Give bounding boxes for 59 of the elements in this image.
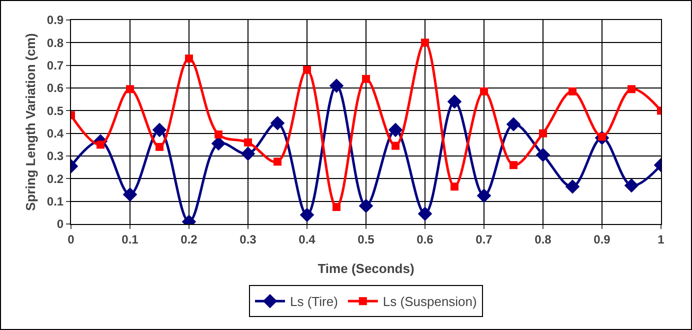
point xyxy=(388,122,403,138)
point xyxy=(447,94,462,109)
y-tick-label: 0.6 xyxy=(46,81,64,96)
point xyxy=(480,87,488,96)
point xyxy=(421,38,429,47)
point xyxy=(244,138,252,146)
point xyxy=(450,182,458,191)
y-tick-label: 0.3 xyxy=(46,149,64,164)
point xyxy=(185,54,193,63)
point xyxy=(392,142,400,150)
legend-label: Ls (Suspension) xyxy=(382,294,477,310)
point xyxy=(122,187,138,202)
x-tick-label: 0.8 xyxy=(534,232,552,246)
point xyxy=(536,148,550,162)
point xyxy=(506,117,521,132)
point xyxy=(624,178,639,193)
x-tick-label: 0.4 xyxy=(298,232,316,246)
point xyxy=(303,66,311,74)
y-tick-label: 0.2 xyxy=(46,172,64,186)
legend-label: Ls (Tire) xyxy=(290,294,338,310)
point xyxy=(274,158,282,166)
point xyxy=(539,129,547,138)
x-tick-label: 0.9 xyxy=(594,232,611,246)
point xyxy=(126,85,134,94)
point xyxy=(362,74,370,83)
point xyxy=(565,179,580,194)
point xyxy=(329,78,344,93)
y-tick-label: 0.4 xyxy=(46,126,64,141)
point xyxy=(300,208,314,222)
x-axis-title: Time (Seconds) xyxy=(318,261,414,276)
x-tick-label: 0 xyxy=(68,232,75,246)
point xyxy=(568,87,576,96)
point xyxy=(240,146,256,161)
x-tick-label: 0.7 xyxy=(476,232,493,246)
point xyxy=(152,122,167,138)
point xyxy=(418,206,432,221)
y-tick-label: 0.5 xyxy=(46,104,64,118)
x-tick-label: 0.1 xyxy=(122,232,139,246)
point xyxy=(96,140,104,149)
point xyxy=(270,116,285,130)
point xyxy=(476,188,492,203)
point xyxy=(211,136,226,151)
x-tick-label: 1 xyxy=(658,232,665,246)
x-tick-label: 0.3 xyxy=(240,232,257,246)
y-tick-label: 0.1 xyxy=(46,194,64,209)
point xyxy=(156,142,164,151)
y-tick-label: 0 xyxy=(56,217,64,232)
x-tick-label: 0.5 xyxy=(358,232,375,246)
x-tick-label: 0.6 xyxy=(416,232,434,246)
x-tick-label: 0.2 xyxy=(180,232,198,246)
y-tick-label: 0.7 xyxy=(46,58,64,73)
point xyxy=(628,85,636,94)
point xyxy=(510,161,518,170)
y-tick-label: 0.9 xyxy=(46,13,64,28)
point xyxy=(214,130,222,138)
y-tick-label: 0.8 xyxy=(46,36,64,50)
point xyxy=(332,203,340,211)
point xyxy=(358,198,374,214)
y-axis-title: Spring Length Variation (cm) xyxy=(23,33,38,211)
